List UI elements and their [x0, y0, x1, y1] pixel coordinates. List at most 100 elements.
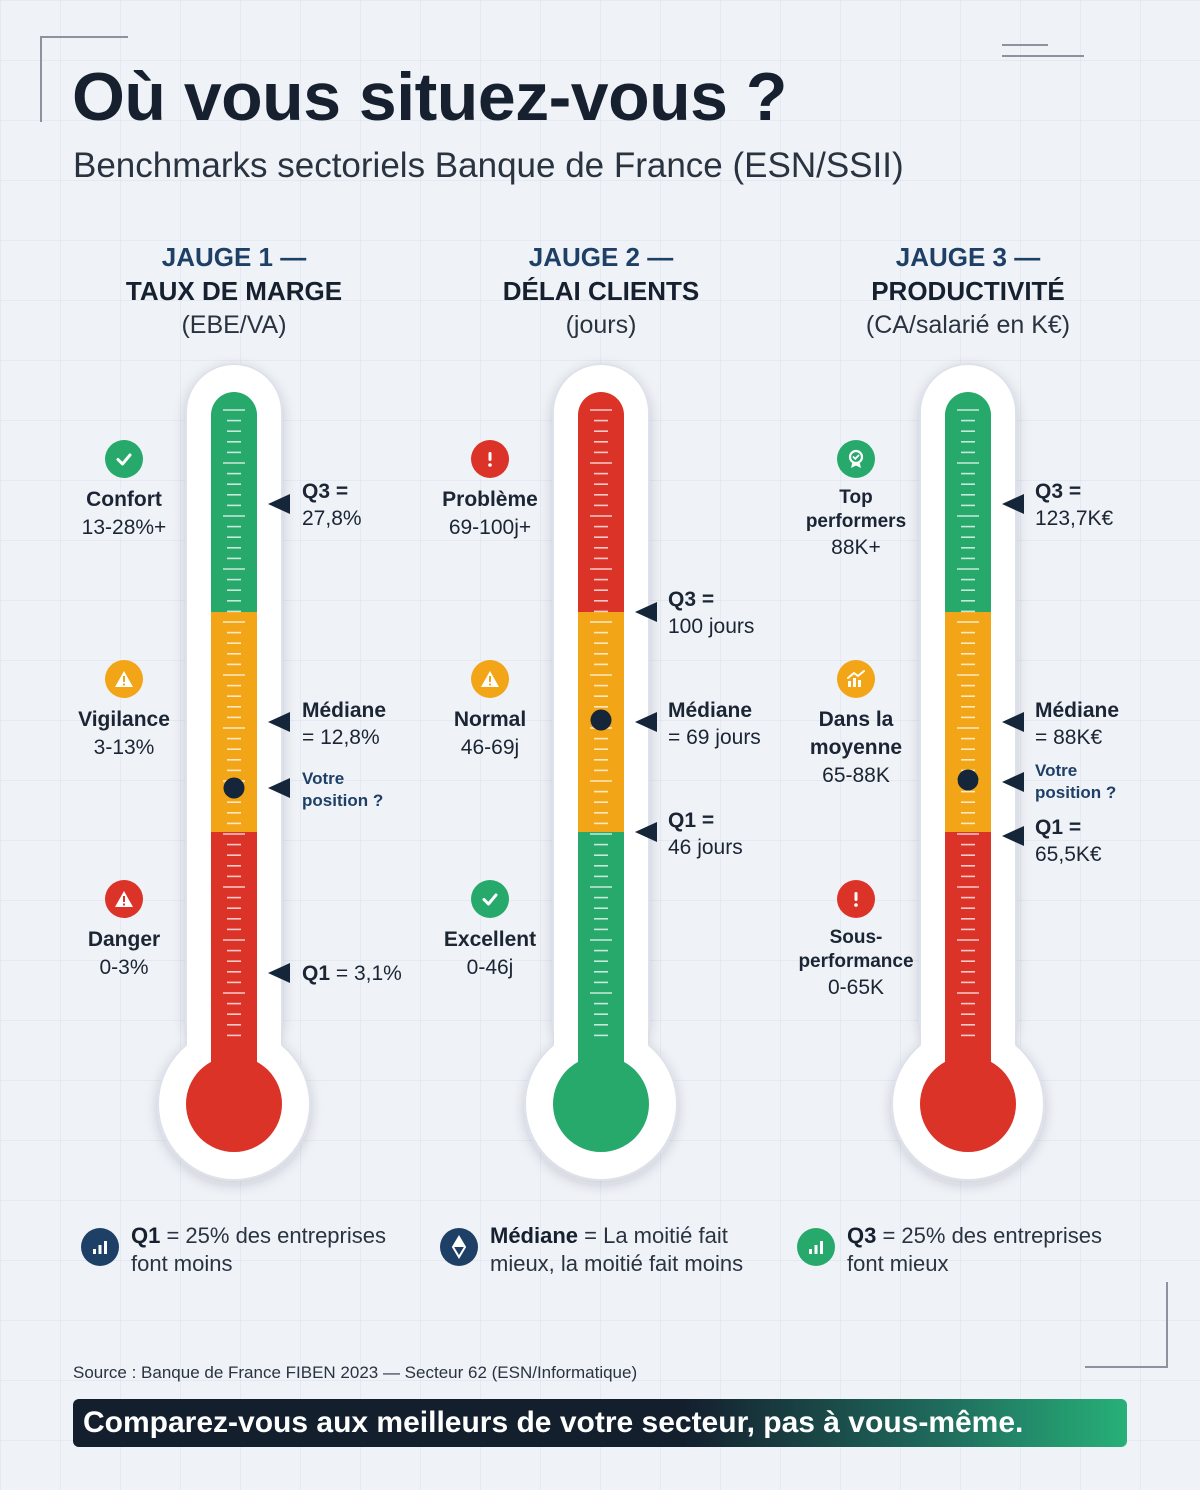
- legend-q1: Q1 = 25% des entreprises font moins: [81, 1222, 386, 1278]
- gauge-2-marker-arrow-0: [635, 602, 657, 622]
- deco-line-top-right-2: [1002, 55, 1084, 57]
- legend-median: Médiane = La moitié fait mieux, la moiti…: [440, 1222, 743, 1278]
- source-note: Source : Banque de France FIBEN 2023 — S…: [73, 1363, 638, 1382]
- bar-chart-icon: [81, 1228, 119, 1266]
- gauge-1-position-dot: [223, 777, 245, 799]
- corner-line-bottom-right-v: [1166, 1282, 1168, 1368]
- legend-desc-line2: font mieux: [847, 1251, 949, 1276]
- gauge-2-position-dot: [590, 709, 612, 731]
- gauge-3-position-label: Votre position ?: [1035, 760, 1116, 804]
- zone-name-line2: performers: [805, 511, 907, 532]
- zone-range: 69-100j+: [448, 516, 532, 539]
- gauge-3-marker-arrow-1: [1002, 712, 1024, 732]
- corner-line-top-left-v: [40, 36, 42, 122]
- gauge-1-segment-orange: [211, 612, 257, 832]
- gauge-3-marker-arrow-2: [1002, 772, 1024, 792]
- zone-name-line2: performance: [798, 951, 914, 972]
- gauge-1-unit: (EBE/VA): [181, 311, 287, 339]
- deco-line-top-right-1: [1002, 44, 1048, 46]
- gauge-3-bulb: [920, 1056, 1016, 1152]
- legend-desc: = 25% des entreprises: [160, 1223, 386, 1248]
- gauge-3-label: JAUGE 3 —: [895, 242, 1041, 272]
- chart-up-icon: [837, 660, 875, 698]
- zone-name: Confort: [86, 488, 162, 511]
- gauge-3-unit: (CA/salarié en K€): [865, 311, 1071, 339]
- zone-range: 65-88K: [822, 764, 890, 787]
- gauge-2-marker-arrow-3: [635, 822, 657, 842]
- legend-desc: = 25% des entreprises: [876, 1223, 1102, 1248]
- check-icon: [105, 440, 143, 478]
- gauge-1-q1-label: Q1 = 3,1%: [302, 960, 402, 987]
- marker-key: Médiane: [668, 699, 753, 722]
- gauge-3-title: PRODUCTIVITÉ: [871, 276, 1065, 306]
- gauge-1-marker-arrow-1: [268, 712, 290, 732]
- exclamation-icon: [471, 440, 509, 478]
- gauge-2-header: JAUGE 2 — DÉLAI CLIENTS (jours): [411, 240, 791, 342]
- zone-name-line1: Dans la: [818, 708, 894, 731]
- bar-chart-icon: [797, 1228, 835, 1266]
- zone-range: 0-46j: [466, 956, 514, 979]
- marker-value: 27,8%: [302, 507, 362, 530]
- zone-name: Normal: [453, 708, 527, 731]
- gauge-2-zone-probleme: Problème 69-100j+: [405, 440, 575, 542]
- gauge-1-title: TAUX DE MARGE: [125, 276, 343, 306]
- marker-value: 46 jours: [668, 836, 743, 859]
- position-key: Votre: [302, 769, 345, 788]
- gauge-1-q3-label: Q3 = 27,8%: [302, 478, 362, 532]
- zone-name: Excellent: [443, 928, 537, 951]
- zone-range: 0-65K: [827, 976, 885, 999]
- gauge-3-segment-red: [945, 832, 991, 1082]
- position-value: position ?: [1035, 783, 1117, 802]
- gauge-1-marker-arrow-0: [268, 494, 290, 514]
- marker-key: Médiane: [1035, 699, 1120, 722]
- gauge-3-header: JAUGE 3 — PRODUCTIVITÉ (CA/salarié en K€…: [778, 240, 1158, 342]
- gauge-2-segment-red-fill: [578, 422, 624, 612]
- zone-range: 0-3%: [99, 956, 149, 979]
- gauge-1-label: JAUGE 1 —: [161, 242, 307, 272]
- warning-icon: [471, 660, 509, 698]
- marker-value: = 88K€: [1035, 726, 1103, 749]
- gauge-3-marker-arrow-0: [1002, 494, 1024, 514]
- gauge-2-q3-label: Q3 = 100 jours: [668, 586, 754, 640]
- zone-name: Danger: [87, 928, 161, 951]
- legend-desc-line2: mieux, la moitié fait moins: [490, 1251, 744, 1276]
- zone-name-line1: Top: [839, 487, 873, 508]
- gauge-2-zone-excellent: Excellent 0-46j: [405, 880, 575, 982]
- exclamation-icon: [837, 880, 875, 918]
- marker-value: 123,7K€: [1035, 507, 1114, 530]
- gauge-1-header: JAUGE 1 — TAUX DE MARGE (EBE/VA): [44, 240, 424, 342]
- zone-name: Vigilance: [78, 708, 170, 731]
- gauge-1-segment-green-fill: [211, 422, 257, 612]
- marker-key: Q3 =: [302, 480, 349, 503]
- corner-line-bottom-right-h: [1085, 1366, 1168, 1368]
- gauge-1-segment-red: [211, 832, 257, 1082]
- gauge-3-position-dot: [957, 769, 979, 791]
- gauge-3-segment-green-fill: [945, 422, 991, 612]
- zone-range: 46-69j: [460, 736, 520, 759]
- legend-key: Q3: [847, 1223, 877, 1248]
- gauge-2-segment-green: [578, 832, 624, 1082]
- marker-key: Q3 =: [1035, 480, 1082, 503]
- gauge-1-marker-arrow-2: [268, 778, 290, 798]
- zone-name: Problème: [442, 488, 538, 511]
- gauge-1-zone-danger: Danger 0-3%: [39, 880, 209, 982]
- warning-icon: [105, 660, 143, 698]
- legend-desc-line2: font moins: [131, 1251, 233, 1276]
- legend-text: Médiane = La moitié fait mieux, la moiti…: [490, 1222, 743, 1278]
- gauge-2-title: DÉLAI CLIENTS: [502, 276, 700, 306]
- gauge-3-median-label: Médiane = 88K€: [1035, 697, 1119, 751]
- gauge-3-zone-moyenne: Dans la moyenne 65-88K: [771, 660, 941, 790]
- gauge-2-unit: (jours): [565, 311, 637, 339]
- marker-key: Q1 =: [668, 809, 715, 832]
- gauge-3-zone-sous-performance: Sous- performance 0-65K: [771, 880, 941, 1002]
- gauge-2-zone-normal: Normal 46-69j: [405, 660, 575, 762]
- legend-text: Q3 = 25% des entreprises font mieux: [847, 1222, 1102, 1278]
- gauge-1-marker-arrow-3: [268, 963, 290, 983]
- zone-range: 88K+: [831, 536, 881, 559]
- diamond-icon: [440, 1228, 478, 1266]
- marker-key: Q1 =: [1035, 816, 1082, 839]
- gauge-3-segment-orange: [945, 612, 991, 832]
- gauge-2-marker-arrow-1: [635, 712, 657, 732]
- gauge-2-median-label: Médiane = 69 jours: [668, 697, 761, 751]
- page-subtitle: Benchmarks sectoriels Banque de France (…: [73, 146, 904, 185]
